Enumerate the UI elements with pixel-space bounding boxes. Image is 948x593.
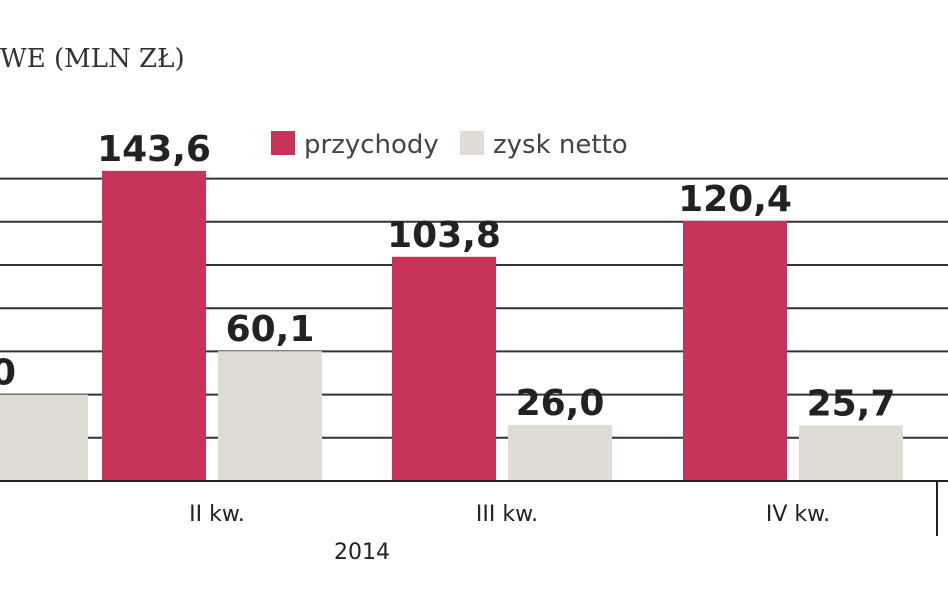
value-label-zysk-netto-3: 26,0: [516, 383, 605, 424]
bars: [0, 170, 903, 481]
value-label-zysk-netto-4: 25,7: [807, 383, 896, 424]
bar-zysk-netto-3: [508, 424, 612, 481]
x-tick-label-4: IV kw.: [766, 502, 830, 527]
legend-label-zysk-netto: zysk netto: [493, 130, 628, 160]
chart-title: WE (MLN ZŁ): [0, 44, 185, 74]
bar-zysk-netto-2: [218, 351, 322, 481]
bar-zysk-netto-4: [799, 425, 903, 481]
x-axis: [0, 480, 948, 536]
legend-label-przychody: przychody: [304, 130, 439, 160]
bar-przychody-4: [683, 220, 787, 481]
legend-swatch-przychody: [271, 131, 295, 155]
value-label-przychody-3: 103,8: [387, 215, 501, 256]
value-label-zysk-netto-1: 0: [0, 353, 16, 394]
x-tick-label-3: III kw.: [476, 502, 538, 527]
x-tick-labels: II kw. III kw. IV kw.: [189, 502, 830, 527]
year-group-label: 2014: [334, 540, 390, 565]
bar-zysk-netto-1: [0, 394, 88, 481]
value-labels: 143,6 103,8 120,4 0 60,1 26,0 25,7: [0, 129, 895, 425]
value-label-zysk-netto-2: 60,1: [226, 309, 315, 350]
bar-przychody-2: [102, 170, 206, 481]
legend: przychody zysk netto: [271, 130, 628, 160]
x-tick-label-2: II kw.: [189, 502, 245, 527]
bar-przychody-3: [392, 256, 496, 481]
value-label-przychody-2: 143,6: [97, 129, 211, 170]
value-label-przychody-4: 120,4: [678, 179, 792, 220]
legend-swatch-zysk-netto: [460, 131, 484, 155]
